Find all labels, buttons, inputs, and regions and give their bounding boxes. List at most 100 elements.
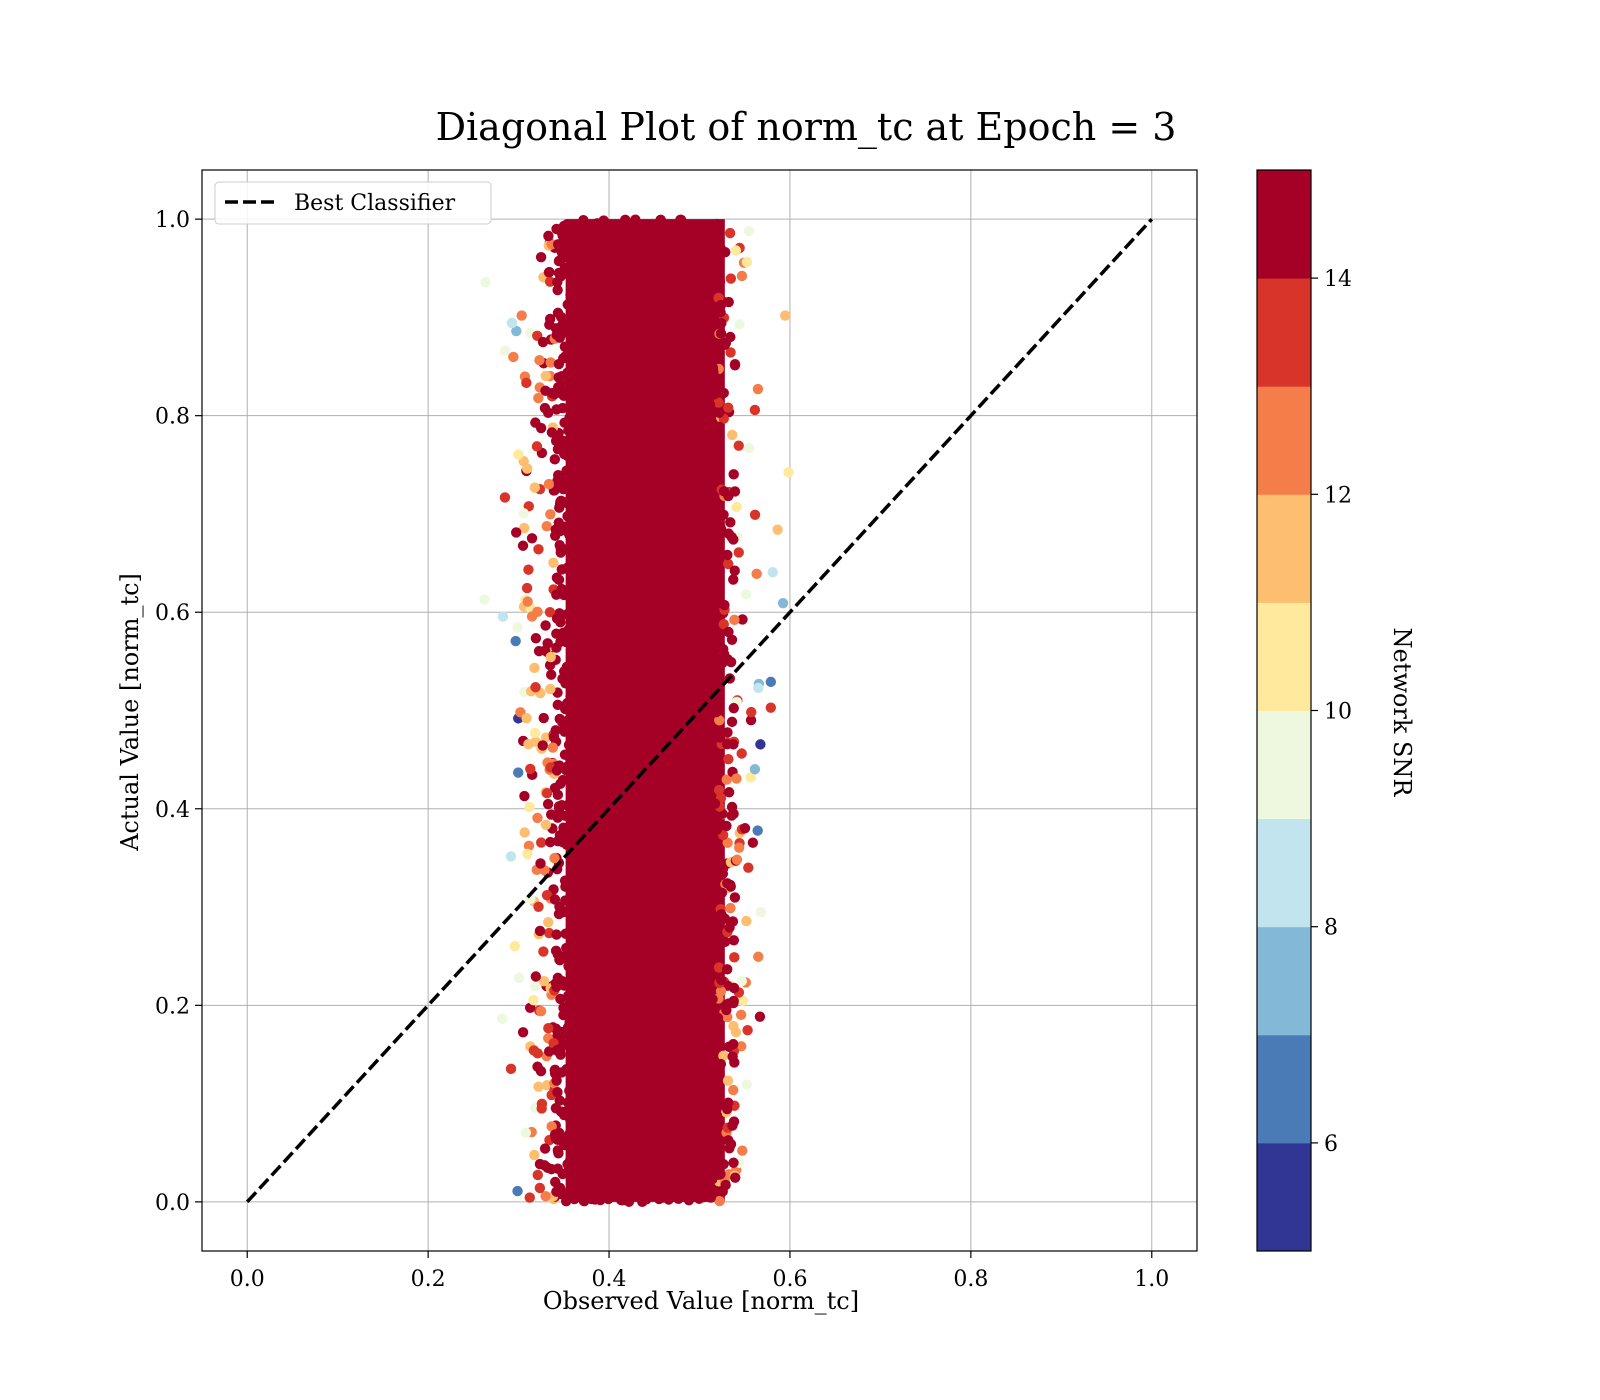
scatter-point — [529, 482, 540, 493]
scatter-point — [574, 456, 585, 468]
scatter-point — [555, 993, 566, 1005]
scatter-point — [702, 733, 714, 745]
scatter-point — [534, 355, 545, 366]
x-axis-label: Observed Value [norm_tc] — [543, 1287, 859, 1315]
scatter-point — [607, 632, 619, 643]
scatter-point — [573, 475, 584, 486]
scatter-point — [666, 556, 677, 568]
scatter-point — [602, 278, 613, 289]
scatter-point — [624, 501, 636, 513]
scatter-point — [664, 705, 675, 716]
scatter-point — [588, 1152, 600, 1164]
scatter-point — [639, 392, 650, 403]
scatter-point — [609, 591, 620, 602]
scatter-point — [655, 1146, 666, 1158]
scatter-point — [611, 878, 622, 889]
scatter-point — [689, 1126, 701, 1138]
scatter-point — [616, 251, 628, 263]
scatter-point — [585, 229, 597, 240]
scatter-point — [563, 223, 575, 234]
scatter-point — [545, 357, 556, 368]
x-axis-ticks: 0.0 0.2 0.4 0.6 0.8 1.0 — [230, 1251, 1169, 1292]
scatter-point — [596, 675, 608, 686]
scatter-point — [562, 416, 574, 427]
scatter-point — [553, 255, 565, 267]
scatter-point — [676, 377, 687, 389]
scatter-point — [655, 214, 666, 226]
scatter-point — [667, 464, 678, 475]
y-axis-label: Actual Value [norm_tc] — [116, 573, 144, 852]
scatter-point — [637, 756, 649, 768]
scatter-point — [697, 359, 709, 371]
scatter-point — [646, 403, 657, 415]
scatter-point — [558, 906, 569, 918]
scatter-point — [670, 900, 682, 911]
scatter-point — [577, 566, 589, 578]
scatter-point — [691, 1109, 702, 1120]
scatter-point — [606, 1079, 617, 1091]
scatter-point — [670, 881, 682, 893]
scatter-point — [695, 1173, 706, 1184]
scatter-point — [653, 440, 665, 451]
scatter-point — [752, 825, 763, 836]
scatter-point — [521, 463, 533, 474]
scatter-point — [706, 266, 717, 278]
scatter-point — [612, 837, 623, 849]
scatter-point — [647, 856, 659, 867]
scatter-point — [576, 318, 588, 329]
scatter-point — [604, 1165, 615, 1177]
scatter-point — [749, 404, 761, 416]
scatter-point — [664, 632, 675, 644]
scatter-point — [664, 617, 675, 629]
scatter-point — [669, 1100, 680, 1112]
colorbar-bin — [1257, 926, 1311, 1036]
scatter-point — [573, 800, 585, 811]
scatter-point — [596, 628, 607, 639]
colorbar-bin — [1257, 278, 1311, 387]
scatter-point — [587, 883, 599, 895]
scatter-point — [633, 1080, 644, 1091]
scatter-point — [588, 920, 599, 931]
scatter-point — [584, 827, 595, 838]
scatter-point — [576, 963, 587, 974]
scatter-point — [581, 517, 592, 528]
scatter-point — [705, 758, 716, 770]
scatter-point — [607, 371, 619, 382]
scatter-point — [506, 317, 518, 329]
scatter-point — [656, 540, 668, 551]
y-axis-ticks: 0.00.20.40.60.81.0 — [155, 208, 202, 1216]
scatter-point — [596, 412, 608, 423]
scatter-point — [573, 621, 584, 633]
scatter-point — [642, 445, 654, 456]
scatter-point — [710, 951, 722, 962]
scatter-point — [733, 547, 744, 558]
scatter-point — [658, 363, 669, 375]
scatter-point — [538, 946, 549, 957]
scatter-point — [687, 1142, 698, 1154]
scatter-point — [703, 783, 715, 794]
scatter-point — [676, 611, 687, 622]
scatter-point — [684, 988, 695, 999]
scatter-point — [624, 853, 635, 864]
scatter-point — [571, 937, 583, 949]
scatter-point — [638, 577, 650, 588]
scatter-point — [648, 740, 660, 751]
scatter-point — [563, 624, 575, 635]
scatter-point — [635, 508, 646, 520]
scatter-point — [704, 669, 715, 681]
scatter-point — [586, 362, 597, 373]
scatter-point — [719, 599, 730, 611]
scatter-point — [664, 514, 676, 525]
scatter-point — [593, 501, 604, 512]
scatter-point — [602, 494, 613, 505]
scatter-point — [610, 401, 621, 413]
scatter-point — [737, 614, 748, 625]
colorbar-tick-label: 12 — [1324, 483, 1352, 508]
scatter-point — [685, 1080, 696, 1091]
scatter-point — [728, 739, 739, 750]
scatter-point — [726, 801, 738, 813]
scatter-point — [566, 1105, 578, 1116]
scatter-point — [544, 607, 556, 618]
scatter-point — [548, 557, 559, 568]
